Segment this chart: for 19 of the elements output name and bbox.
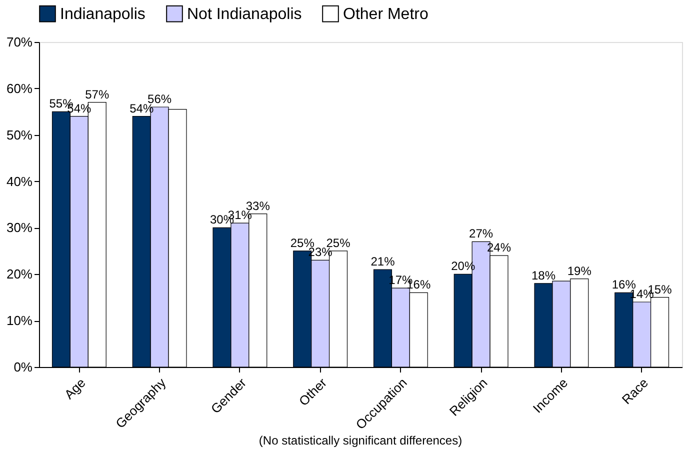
data-label: 27% (469, 226, 494, 241)
y-tick-label: 10% (6, 313, 33, 328)
data-label: 19% (567, 264, 592, 278)
data-label: 57% (85, 87, 110, 102)
y-tick-label: 70% (6, 34, 33, 50)
data-label: 18% (531, 268, 556, 282)
data-label: 21% (370, 254, 396, 268)
y-tick-label: 20% (6, 266, 33, 282)
y-tick-label: 30% (6, 220, 33, 236)
legend-label: Not Indianapolis (187, 6, 302, 23)
y-tick-label: 60% (6, 80, 33, 96)
data-label: 56% (148, 92, 172, 106)
legend-label: Indianapolis (60, 6, 146, 23)
text: (No statistically significant differences) (258, 434, 462, 448)
legend-label: Other Metro (343, 6, 428, 23)
y-tick-label: 50% (6, 127, 33, 142)
x-tick-label: Age (61, 375, 88, 402)
y-tick-label: 0% (14, 360, 33, 374)
y-tick-label: 40% (6, 174, 33, 189)
